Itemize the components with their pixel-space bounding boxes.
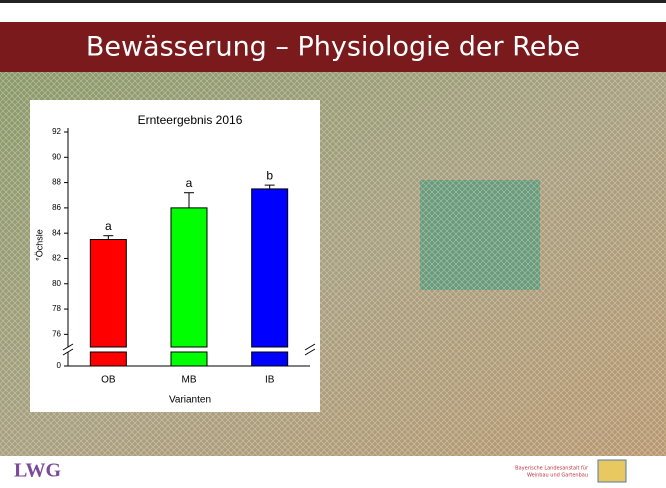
logo: LWG	[14, 460, 62, 482]
y-tick-label: 82	[52, 254, 61, 263]
slide-title: Bewässerung – Physiologie der Rebe	[86, 32, 580, 63]
bar	[171, 208, 207, 347]
x-axis-label: Varianten	[169, 395, 211, 406]
significance-label: b	[266, 168, 273, 182]
y-tick-label: 88	[52, 178, 61, 187]
chart-title: Ernteergebnis 2016	[138, 113, 243, 127]
bar	[90, 240, 126, 348]
y-tick-label: 86	[52, 203, 61, 212]
significance-label: a	[186, 176, 193, 190]
bar-stub	[171, 352, 207, 366]
y-tick-label: 76	[52, 329, 61, 338]
slide: Bewässerung – Physiologie der Rebe LWG B…	[0, 0, 666, 488]
y-tick-label: 84	[52, 228, 61, 237]
y-tick-label: 0	[57, 361, 62, 370]
y-tick-label: 92	[52, 127, 61, 136]
significance-label: a	[105, 219, 112, 233]
x-tick-label: IB	[265, 375, 275, 386]
bar-stub	[90, 352, 126, 366]
crest	[598, 460, 626, 482]
bar	[252, 189, 288, 347]
bar-stub	[252, 352, 288, 366]
institution-line: Weinbau und Gartenbau	[527, 473, 588, 479]
top-border	[0, 0, 666, 3]
y-tick-label: 90	[52, 152, 61, 161]
institution-line: Bayerische Landesanstalt für	[515, 466, 589, 472]
y-tick-label: 78	[52, 304, 61, 313]
y-tick-label: 80	[52, 279, 61, 288]
x-tick-label: OB	[101, 375, 116, 386]
y-axis-label: °Öchsle	[34, 229, 44, 261]
x-tick-label: MB	[182, 375, 197, 386]
